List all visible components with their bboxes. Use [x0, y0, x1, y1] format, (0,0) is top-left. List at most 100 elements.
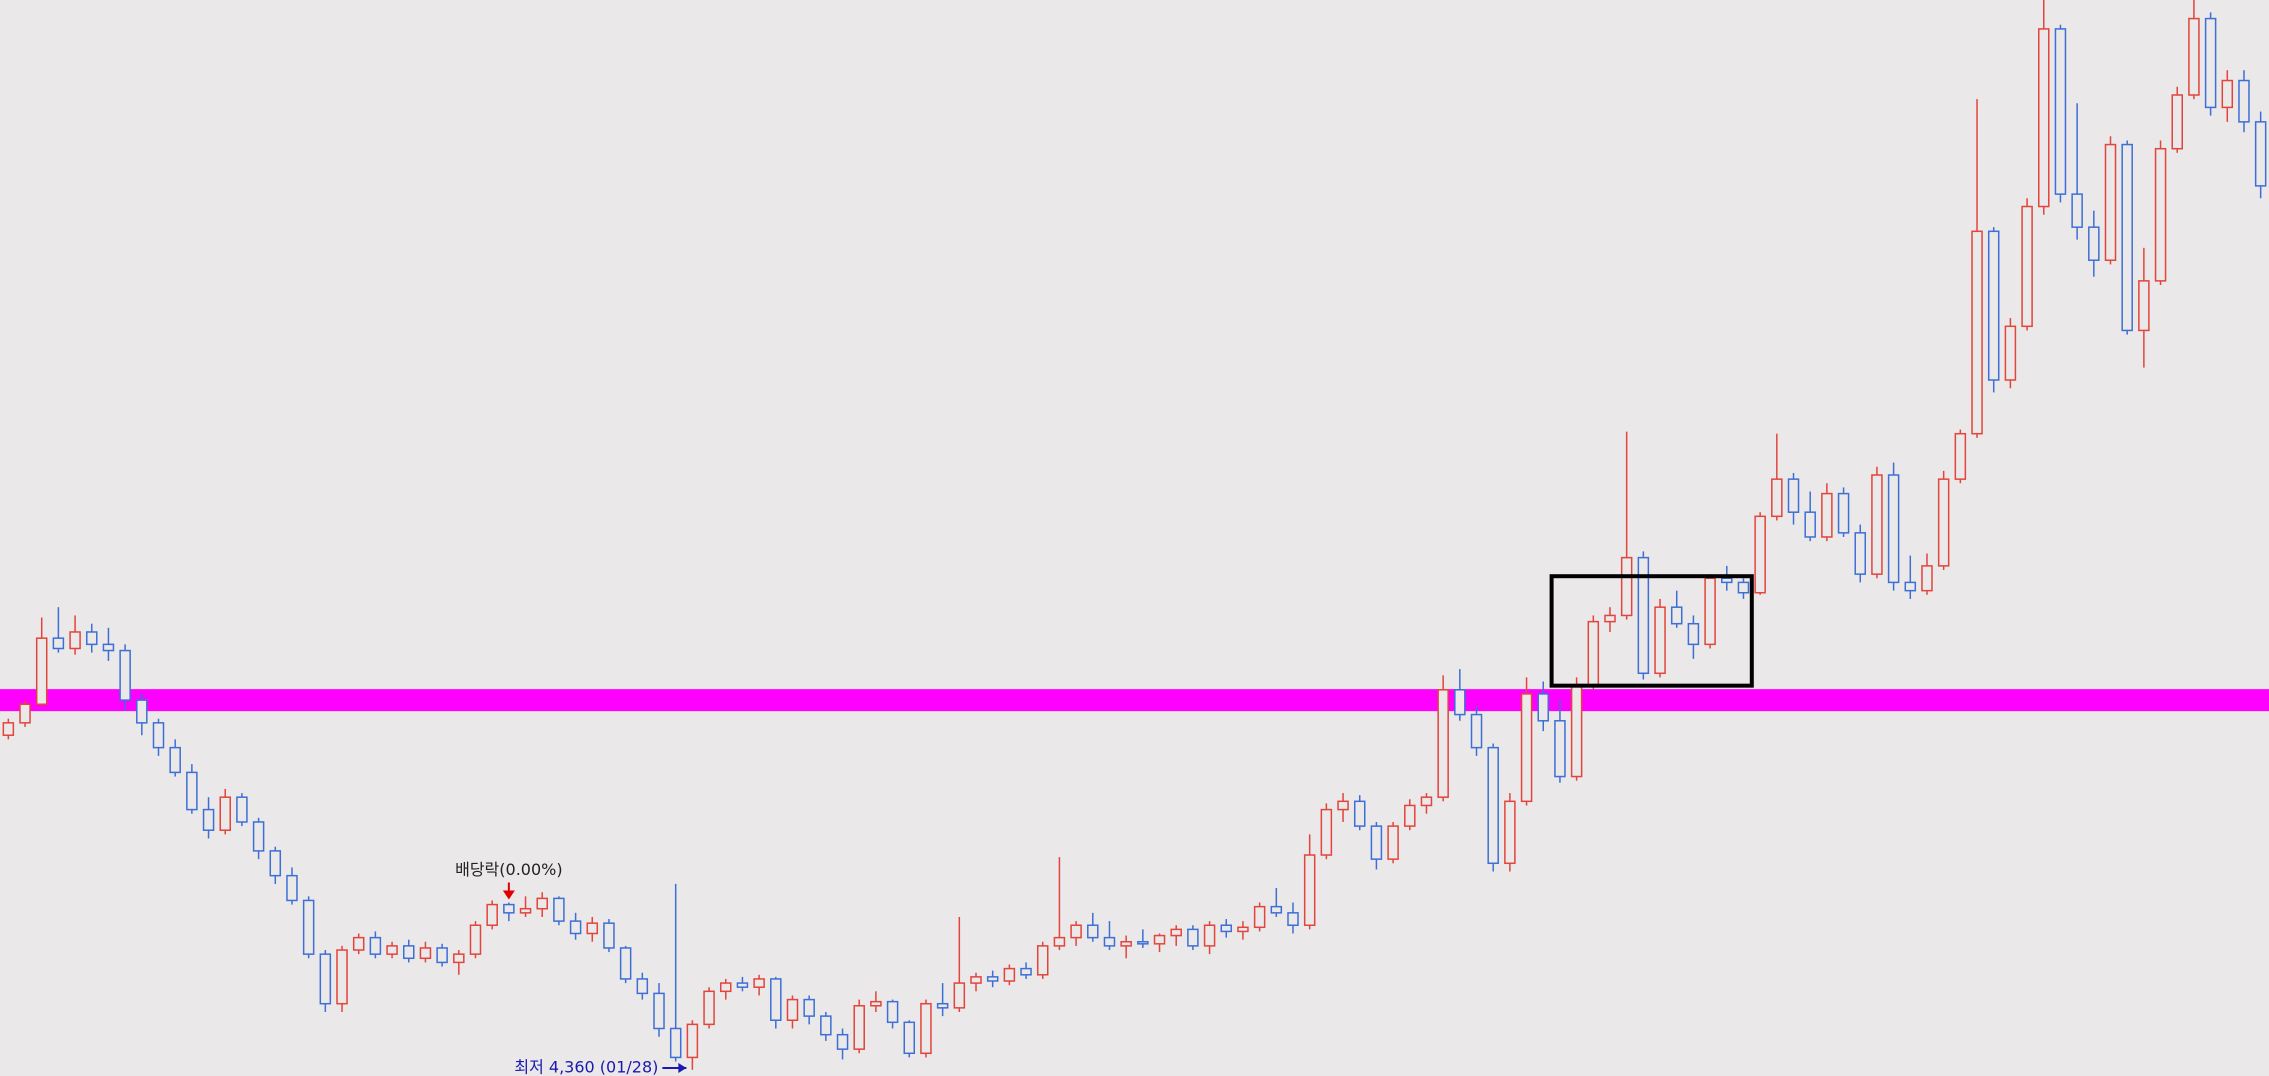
candle-body	[503, 903, 515, 914]
candle-body	[836, 1033, 849, 1050]
candle-body	[653, 992, 665, 1030]
candle-body	[1087, 924, 1099, 939]
candle-body	[1721, 577, 1733, 584]
candle-body	[2021, 205, 2033, 328]
candle-body	[820, 1015, 832, 1036]
candle-body	[336, 949, 348, 1005]
candle-body	[369, 936, 382, 955]
candle-body	[1270, 905, 1283, 914]
candle-body	[553, 897, 565, 922]
candle-body	[1854, 532, 1867, 575]
candle-body	[986, 976, 999, 982]
candle-body	[69, 631, 81, 650]
candle-body	[1504, 800, 1516, 865]
candle-body	[1971, 230, 1983, 435]
candle-body	[1921, 565, 1933, 592]
candle-body	[2104, 143, 2117, 261]
candle-body	[252, 821, 265, 852]
candle-body	[1253, 905, 1266, 929]
candle-body	[35, 637, 48, 706]
candle-body	[686, 1023, 699, 1059]
candle-body	[669, 1027, 682, 1059]
candle-body	[1337, 800, 1349, 811]
candle-body	[1404, 804, 1416, 827]
candle-body	[1187, 928, 1199, 947]
candle-body	[1120, 941, 1132, 947]
candle-body	[1320, 808, 1333, 856]
candle-body	[1937, 478, 1950, 567]
support-line	[0, 689, 2269, 712]
candle-body	[286, 874, 298, 902]
candle-body	[1620, 556, 1633, 617]
candle-body	[2238, 79, 2250, 123]
candle-body	[1020, 967, 1032, 976]
candle-body	[1587, 620, 1600, 687]
candle-body	[1787, 478, 1800, 513]
candle-body	[302, 899, 315, 955]
candle-body	[202, 808, 215, 831]
candle-body	[519, 907, 532, 914]
candle-body	[1170, 928, 1182, 937]
candle-body	[703, 990, 715, 1026]
candle-body	[1454, 689, 1466, 716]
candle-body	[1954, 432, 1967, 480]
candle-body	[1837, 492, 1850, 534]
candle-body	[1237, 926, 1249, 933]
candle-body	[1537, 693, 1550, 722]
candle-body	[920, 1002, 932, 1055]
candle-body	[2188, 17, 2200, 96]
dividend-arrowhead	[502, 890, 515, 900]
candle-body	[1287, 912, 1299, 926]
low-arrowhead	[678, 1063, 687, 1073]
candle-body	[636, 978, 649, 995]
candle-body	[152, 722, 165, 749]
candle-body	[2038, 28, 2050, 208]
low-label: 최저 4,360 (01/28)	[514, 1058, 658, 1076]
candle-body	[1137, 941, 1149, 945]
candle-body	[1220, 924, 1233, 933]
candle-body	[1103, 936, 1116, 947]
candle-body	[2154, 147, 2167, 282]
candle-body	[1370, 825, 1383, 860]
candle-body	[803, 998, 815, 1017]
candle-body	[2071, 193, 2083, 228]
candle-body	[786, 998, 799, 1021]
candle-body	[1420, 796, 1433, 807]
candle-body	[1387, 825, 1399, 860]
candle-body	[236, 796, 248, 823]
candle-body	[970, 976, 982, 984]
candle-body	[1821, 492, 1833, 538]
candle-body	[753, 978, 765, 988]
candle-body	[1737, 581, 1750, 594]
candle-body	[1554, 720, 1566, 778]
candle-body	[436, 947, 448, 964]
candle-body	[1036, 945, 1049, 976]
candle-body	[1487, 746, 1499, 865]
candle-body	[19, 703, 31, 724]
candle-body	[1804, 511, 1816, 538]
candle-body	[536, 897, 548, 910]
candle-body	[1771, 478, 1783, 518]
candle-body	[1987, 230, 2000, 381]
candle-body	[936, 1002, 949, 1009]
candle-body	[119, 649, 131, 701]
candle-body	[736, 982, 749, 988]
candle-body	[1704, 577, 1716, 646]
candle-body	[1003, 967, 1016, 982]
candle-body	[469, 924, 482, 955]
candle-body	[52, 637, 65, 650]
candle-body	[2221, 79, 2234, 109]
highlight-box	[1549, 574, 1754, 688]
candle-body	[619, 947, 632, 980]
candle-body	[1353, 800, 1366, 827]
candle-body	[1887, 474, 1900, 584]
candle-body	[719, 982, 732, 993]
candle-body	[953, 982, 966, 1009]
candle-body	[1871, 474, 1883, 575]
candle-body	[1754, 515, 1766, 594]
candle-body	[136, 699, 148, 724]
candle-body	[1670, 606, 1683, 625]
candle-body	[1654, 606, 1666, 675]
